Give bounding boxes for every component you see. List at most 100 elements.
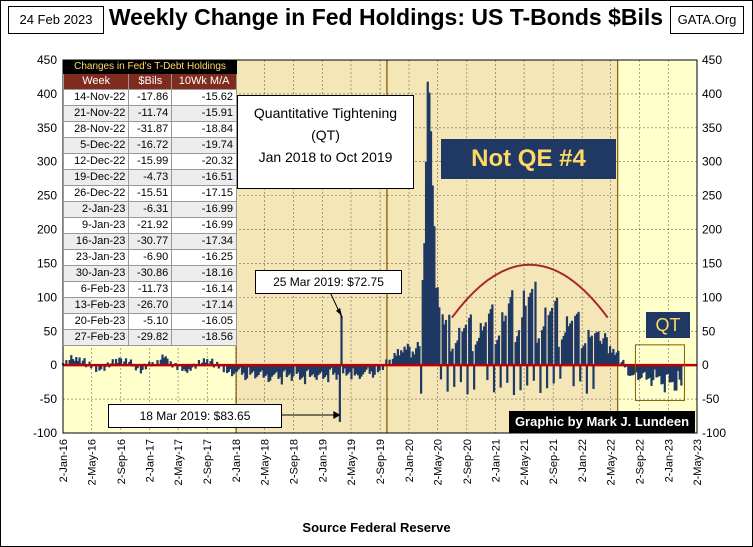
bar [406,343,409,366]
bar [98,365,101,371]
table-cell-week: 20-Feb-23 [62,313,130,330]
bar [650,365,653,386]
bar [151,362,154,366]
bar [229,365,232,370]
table-cell-ma: -16.14 [171,281,237,298]
bar [328,365,332,370]
table-caption: Changes in Fed's T-Debt Holdings [63,60,237,74]
bar [549,311,552,366]
bar [580,348,583,366]
bar [473,365,476,390]
qt-line-1: Quantitative Tightening [253,105,398,121]
bar [536,342,539,366]
y-tick-label-left: 0 [50,358,57,372]
y-tick-label-left: 350 [37,121,57,135]
bar [317,365,320,376]
bar [419,365,423,394]
bar [569,323,572,366]
bar [348,365,351,373]
bar [492,365,496,393]
bar [431,185,434,366]
bar [542,326,545,366]
bar [176,365,179,371]
bar [320,365,323,372]
table-cell-bils: -29.82 [128,329,173,346]
table-cell-bils: -15.51 [128,185,173,202]
bar [675,365,678,391]
bar [353,365,356,376]
bar [216,361,219,366]
bar [416,341,419,366]
bar [123,361,126,366]
x-tick-label: 2-May-21 [519,439,531,485]
bar [559,365,562,379]
chart-title: Weekly Change in Fed Holdings: US T-Bond… [108,4,664,30]
bar [439,365,443,380]
bar [376,365,380,373]
table-row: 13-Feb-23 -26.70 -17.14 [62,297,237,314]
bar [589,337,592,366]
bar [597,331,600,366]
bar [274,365,277,374]
bar [648,365,651,378]
bar [83,358,86,366]
table-cell-ma: -18.84 [171,121,237,138]
bar [517,330,521,366]
bar [234,365,237,373]
bar [189,365,192,371]
bar [124,358,128,366]
bar [327,365,330,383]
bar [76,360,80,366]
table-cell-bils: -15.99 [128,153,173,170]
bar [201,362,204,366]
bar [577,311,580,366]
bar [476,341,479,366]
y-tick-label-left: 450 [37,53,57,67]
table-row: 19-Dec-22 -4.73 -16.51 [62,169,237,186]
bar [521,317,524,366]
peak-arrowhead [335,307,342,316]
bar [303,365,307,385]
bar [393,353,396,366]
bar [501,312,504,366]
table-row: 12-Dec-22 -15.99 -20.32 [62,153,237,170]
bar [378,365,381,371]
bar [579,365,582,382]
bar [647,365,650,379]
x-tick-label: 2-Jan-16 [58,439,70,482]
bar [95,365,98,372]
bar [68,360,71,366]
bar [260,365,264,371]
x-tick-label: 2-Jan-19 [318,439,330,482]
bar [184,365,187,372]
bar [350,365,353,380]
table-cell-bils: -11.74 [128,105,173,122]
bar [381,365,385,371]
bar [325,365,328,376]
bar [240,365,244,375]
bar [204,362,207,366]
bar [667,365,670,375]
bar [438,307,441,366]
bar [600,343,603,366]
x-tick-label: 2-May-17 [173,439,185,485]
qt-box [634,344,685,401]
bar [129,359,133,366]
bar [481,330,484,366]
bar [245,365,249,379]
x-tick-label: 2-Jan-20 [404,439,416,482]
qt-line-3: Jan 2018 to Oct 2019 [258,149,393,165]
peak-annotation: 25 Mar 2019: $72.75 [255,270,402,294]
bar [572,365,575,387]
table-body: 14-Nov-22 -17.86 -15.62 21-Nov-22 -11.74 -15.… [62,89,237,346]
bar [507,303,511,366]
bar [269,365,272,381]
table-row: 21-Nov-22 -11.74 -15.91 [62,105,237,122]
table-cell-bils: -17.86 [128,89,173,106]
bar [482,326,486,366]
bar [458,327,461,366]
table-cell-ma: -17.14 [171,297,237,314]
bar [486,365,489,381]
bar [424,161,428,366]
bar [662,365,665,384]
